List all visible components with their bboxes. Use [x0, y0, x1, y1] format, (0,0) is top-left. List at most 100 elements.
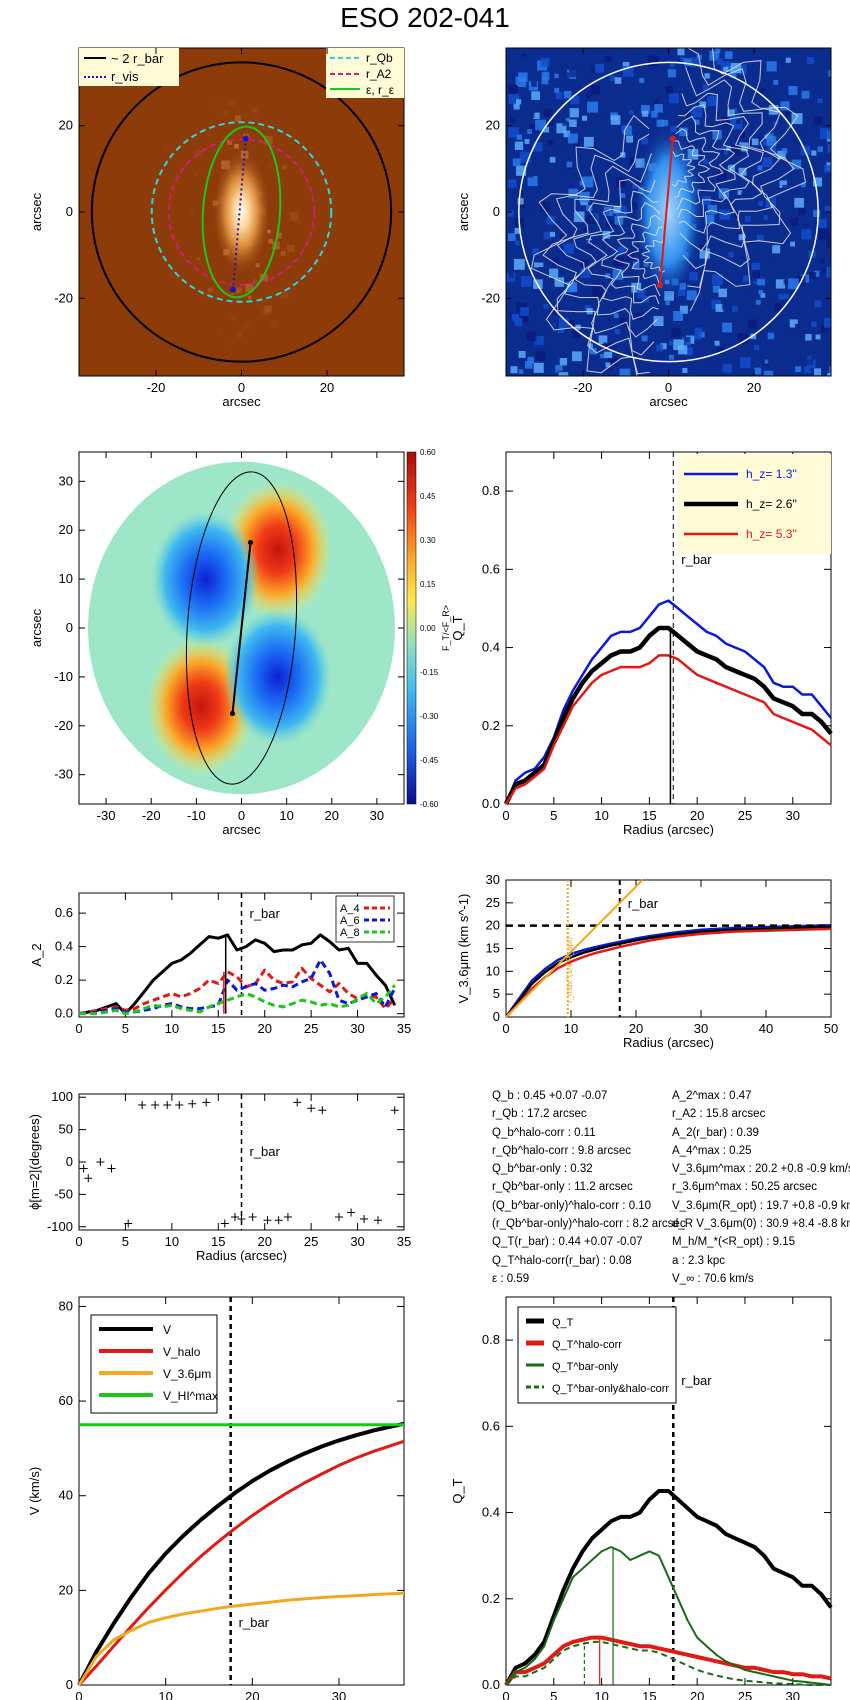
- speckle: [189, 208, 194, 213]
- speckle: [509, 117, 516, 123]
- x-tick-label: 50: [824, 1021, 838, 1036]
- speckle: [572, 143, 579, 150]
- x-tick-label: 0: [75, 1234, 82, 1249]
- rbar-label: r_bar: [250, 906, 281, 921]
- panel-fourier-amplitudes: 0 5 10 15 20 25 30 35 0.0 0.2 0.4 0.6 A_2 r_bar A_4A_6…: [29, 892, 411, 1036]
- x-tick-label: 10: [165, 1021, 179, 1036]
- speckle: [277, 320, 280, 323]
- param-line: r_Qb^halo-corr : 9.8 arcsec: [492, 1144, 631, 1157]
- speckle: [821, 95, 826, 100]
- y-tick-label: 10: [486, 963, 500, 978]
- legend-left: ~ 2 r_bar r_vis: [79, 48, 179, 86]
- speckle: [511, 313, 520, 322]
- speckle: [673, 339, 684, 351]
- phase-point: [318, 1106, 327, 1115]
- speckle: [827, 143, 831, 153]
- speckle: [278, 286, 284, 292]
- speckle: [613, 256, 624, 267]
- x-tick-label: 25: [738, 808, 752, 823]
- speckle: [779, 180, 787, 188]
- speckle: [661, 119, 669, 127]
- speckle: [597, 78, 604, 84]
- y-tick-label: 0: [66, 1154, 73, 1169]
- speckle: [678, 345, 688, 355]
- speckle: [764, 359, 769, 364]
- speckle: [729, 115, 740, 125]
- speckle: [569, 67, 580, 78]
- speckle: [245, 283, 254, 292]
- speckle: [234, 143, 239, 149]
- speckle: [821, 268, 827, 273]
- speckle: [641, 104, 650, 114]
- speckle: [716, 171, 727, 182]
- rbar-label: r_bar: [250, 1144, 281, 1159]
- speckle: [582, 176, 594, 188]
- y-tick-label: 20: [486, 118, 500, 133]
- speckle: [608, 356, 618, 366]
- series-line-2: [77, 1591, 405, 1686]
- speckle: [703, 159, 708, 165]
- y-tick-label: 20: [59, 1582, 73, 1597]
- speckle: [603, 209, 610, 216]
- speckle: [558, 372, 569, 376]
- speckle: [679, 305, 688, 314]
- speckle: [726, 160, 732, 166]
- param-line: A_4^max : 0.25: [672, 1144, 752, 1157]
- legend-label: V_HI^max: [163, 1389, 218, 1403]
- legend-label: A_4: [340, 903, 360, 915]
- y-tick-label: -20: [54, 290, 73, 305]
- speckle: [732, 108, 738, 113]
- speckle: [566, 161, 573, 168]
- contour-line: [682, 66, 781, 270]
- speckle: [814, 82, 823, 91]
- x-tick-label: 15: [211, 1021, 225, 1036]
- x-tick-label: 0: [665, 380, 672, 395]
- phase-point: [202, 1098, 211, 1107]
- speckle: [791, 113, 803, 125]
- speckle: [598, 210, 606, 218]
- speckle: [527, 356, 535, 364]
- speckle: [798, 207, 806, 216]
- speckle: [508, 312, 513, 317]
- speckle: [745, 283, 757, 295]
- speckle: [758, 290, 764, 295]
- speckle: [620, 193, 626, 198]
- param-line: (Q_b^bar-only)^halo-corr : 0.10: [492, 1199, 652, 1212]
- speckle: [737, 333, 749, 345]
- speckle: [674, 117, 681, 124]
- speckle: [543, 127, 550, 133]
- speckle: [750, 333, 757, 340]
- speckle: [785, 111, 791, 117]
- speckle: [753, 345, 760, 351]
- rbar-label: r_bar: [681, 552, 712, 567]
- y-tick-label: -30: [54, 767, 73, 782]
- series-line-1: [505, 925, 832, 1018]
- legend-label: A_6: [340, 915, 360, 927]
- speckle: [811, 150, 817, 156]
- speckle: [773, 79, 779, 85]
- contour-line: [671, 151, 696, 187]
- figure-title: ESO 202-041: [340, 2, 510, 33]
- speckle: [615, 177, 626, 188]
- contour-line: [542, 133, 650, 375]
- y-tick-label: 5: [493, 986, 500, 1001]
- speckle: [707, 204, 717, 215]
- speckle: [788, 86, 798, 96]
- speckle: [588, 343, 593, 348]
- speckle: [518, 312, 529, 323]
- speckle: [702, 84, 709, 90]
- speckle: [668, 340, 674, 346]
- y-tick-label: 15: [486, 941, 500, 956]
- phase-point: [151, 1101, 160, 1110]
- x-tick-label: 5: [122, 1234, 129, 1249]
- x-tick-label: 10: [158, 1689, 172, 1700]
- legend-label: h_z= 1.3'': [746, 467, 797, 481]
- legend-box: [517, 1306, 677, 1404]
- x-tick-label: 30: [694, 1021, 708, 1036]
- y-tick-label: -20: [481, 290, 500, 305]
- speckle: [508, 127, 519, 138]
- speckle: [656, 344, 664, 352]
- params-left-column: Q_b : 0.45 +0.07 -0.07 r_Qb : 17.2 arcsec…: [492, 1087, 686, 1288]
- speckle: [563, 130, 571, 138]
- speckle: [530, 123, 539, 133]
